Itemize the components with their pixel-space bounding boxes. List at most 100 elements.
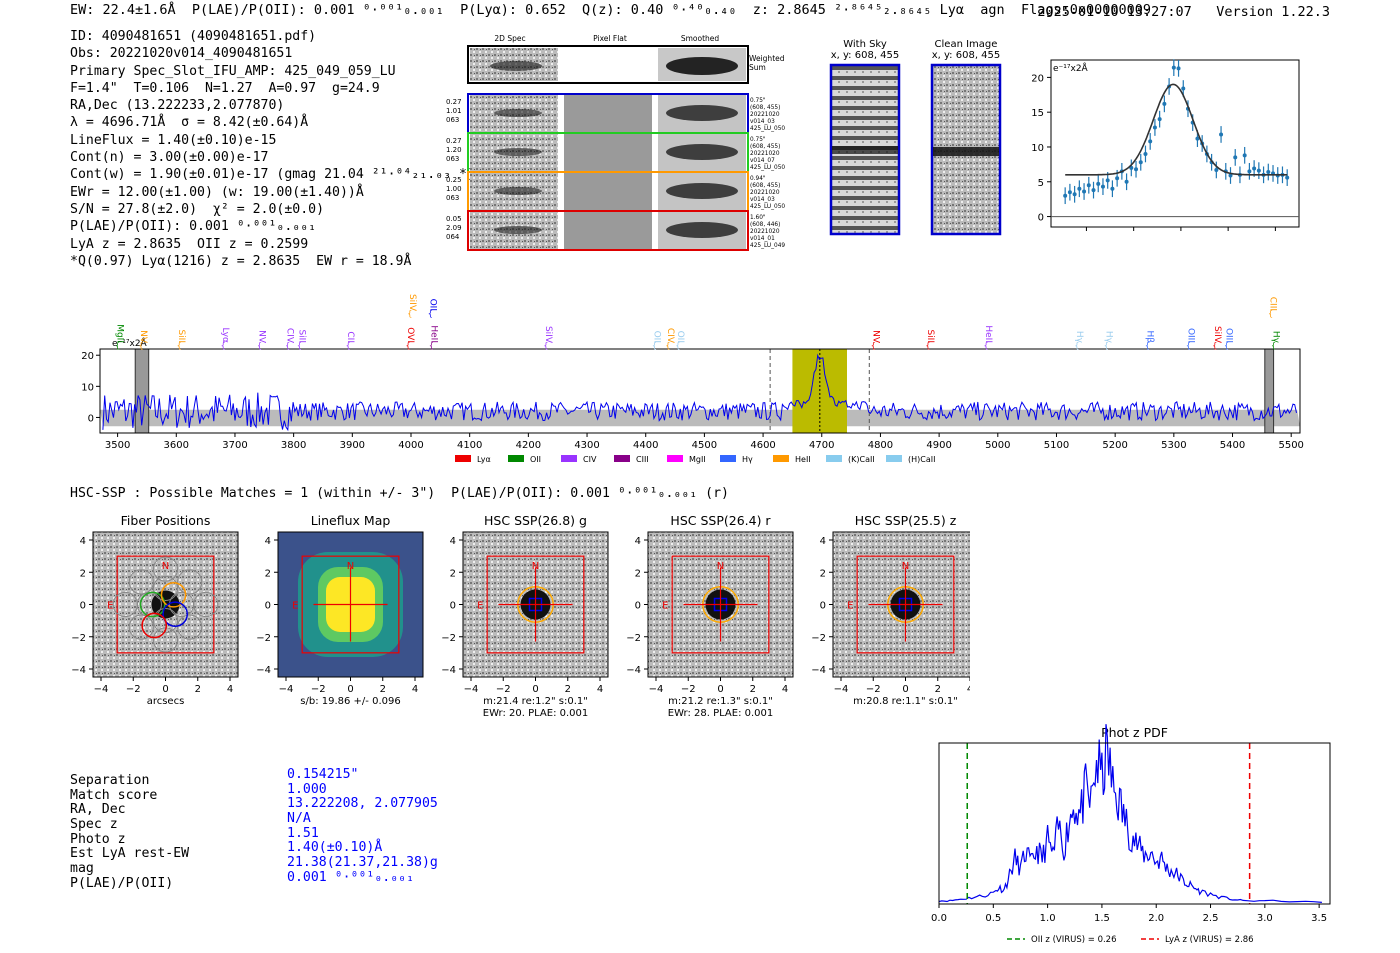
emission-line-label: OIII: [1224, 328, 1234, 343]
plot-frame: [938, 742, 1331, 905]
data-point: [1162, 101, 1167, 106]
x-tick-label: 2: [565, 684, 571, 695]
y-tick-label: 0: [80, 601, 86, 612]
cutout-left-label: 063: [446, 116, 459, 124]
info-line: Cont(n) = 3.00(±0.00)e-17: [70, 150, 269, 166]
sky-images: With Sky x, y: 608, 455 Clean Image x, y…: [829, 39, 1002, 236]
data-point: [1067, 190, 1072, 195]
data-point: [1063, 193, 1068, 198]
y-tick-label: −4: [441, 665, 456, 676]
search-box: [486, 555, 585, 654]
legend-label: (K)CaII: [848, 455, 875, 464]
cutout-smoothed-source: [666, 222, 738, 238]
cutout-right-label: 0.75": [750, 137, 766, 143]
info-line: P(LAE)/P(OII): 0.001 ⁰·⁰⁰¹₀.₀₀₁: [70, 219, 317, 235]
data-point: [1285, 175, 1290, 180]
fiber-orange: [160, 582, 187, 608]
match-value: 13.222208, 2.077905: [287, 796, 438, 812]
emission-line-label: CII: [345, 331, 355, 343]
emission-line-marker: {: [675, 341, 680, 350]
legend-label: MgII: [689, 455, 706, 464]
cutout-source: [494, 109, 542, 117]
data-point: [1086, 183, 1091, 188]
x-tick-label: −2: [311, 684, 326, 695]
cutout-right-label: v014_03: [750, 197, 775, 203]
cutout-right-label: 1.60": [750, 215, 766, 221]
hsc-panels: Fiber Positions N E 4 2 0 −2 −4 −4 −2 0 2 4 arcsecs Li…: [71, 513, 970, 719]
cutout-left-label: 1.00: [446, 185, 462, 193]
info-line: Primary Spec_Slot_IFU_AMP: 425_049_059_L…: [70, 63, 396, 79]
north-label: N: [532, 561, 539, 572]
x-tick-label: 0: [532, 684, 538, 695]
line-fit-chart: e⁻¹⁷x2Å0510152046604680470047204740: [1031, 59, 1300, 231]
header-timestamp: 2025-01-10 13:27:07 Version 1.22.3: [1037, 4, 1330, 20]
data-point: [1242, 153, 1247, 158]
cutout-right-label: 425_LU_050: [750, 126, 785, 132]
x-tick-label: 4: [412, 684, 418, 695]
data-point: [1091, 188, 1096, 193]
emission-line-label: CIV: [285, 328, 295, 344]
fiber-circle: [152, 556, 179, 582]
emission-line-marker: {: [405, 341, 410, 350]
x-tick-label: 0: [902, 684, 908, 695]
cutout-left-label: 0.25: [446, 176, 462, 184]
cutout-left-label: 0.27: [446, 137, 462, 145]
y-tick-label: 4: [80, 536, 86, 547]
x-tick-label: 4600: [750, 440, 775, 451]
emission-line-label: CIV: [665, 328, 675, 344]
data-point: [1124, 179, 1129, 184]
x-tick-label: 4200: [516, 440, 541, 451]
emission-line-label: CIII: [1268, 297, 1278, 311]
cutout-right-label: (608, 455): [750, 144, 780, 150]
cutout-pixel-flat: [564, 173, 652, 210]
emission-line-marker: {: [177, 341, 182, 350]
cutout-smoothed-source: [666, 183, 738, 199]
x-tick-label: 1.0: [1040, 913, 1056, 924]
cutout-right-label: 20221020: [750, 112, 780, 118]
panel-caption: arcsecs: [147, 696, 185, 707]
match-labels: Separation Match score RA, Dec Spec z Ph…: [70, 773, 189, 892]
emission-line-label: OIII: [1185, 328, 1195, 343]
data-point: [1266, 170, 1271, 175]
chart-title: Phot z PDF: [1101, 725, 1168, 740]
data-point: [1152, 125, 1157, 130]
panel-caption-2: EWr: 20. PLAE: 0.001: [483, 708, 589, 719]
emission-line-marker: {: [429, 341, 434, 350]
fiber-circle: [177, 569, 203, 595]
panel-caption-2: EWr: 28. PLAE: 0.001: [668, 708, 774, 719]
x-tick-label: −2: [126, 684, 141, 695]
data-point: [1181, 86, 1186, 91]
emission-line-label: MgII: [115, 324, 125, 343]
photz-pdf-chart: Phot z PDF 0.0 0.5 1.0 1.5 2.0 2.5 3.0 3.5 OII z …: [931, 724, 1331, 945]
x-tick-label: 5000: [985, 440, 1010, 451]
x-tick-label: 3.0: [1257, 913, 1273, 924]
with-sky-coords: x, y: 608, 455: [831, 50, 900, 61]
x-tick-label: 5400: [1220, 440, 1245, 451]
cutout-left-label: 0.05: [446, 215, 462, 223]
data-point: [1219, 132, 1224, 137]
match-label: Spec z: [70, 817, 118, 833]
x-tick-label: 0.0: [931, 913, 947, 924]
x-tick-label: 0: [717, 684, 723, 695]
data-point: [1157, 117, 1162, 122]
weighted-sum-label-2: Sum: [749, 63, 766, 72]
fiber-circle: [112, 591, 138, 618]
y-tick-label: −4: [71, 665, 86, 676]
north-label: N: [717, 561, 724, 572]
x-tick-label: 5200: [1102, 440, 1127, 451]
legend-swatch: [614, 455, 630, 462]
emission-line-marker: {: [1271, 341, 1276, 350]
y-axis-label: e⁻¹⁷x2Å: [112, 337, 148, 349]
x-tick-label: 4400: [633, 440, 658, 451]
y-tick-label: 4: [265, 536, 271, 547]
emission-line-marker: {: [297, 341, 302, 350]
x-tick-label: 2.5: [1203, 913, 1219, 924]
match-label: Photo z: [70, 831, 126, 847]
data-point: [1195, 136, 1200, 141]
legend-swatch: [508, 455, 524, 462]
emission-line-marker: {: [1186, 341, 1191, 350]
panel-title: HSC SSP(26.4) r: [670, 513, 771, 528]
east-label: E: [292, 601, 298, 612]
cutout-header: 2D Spec: [494, 34, 525, 43]
x-tick-label: 4000: [398, 440, 423, 451]
